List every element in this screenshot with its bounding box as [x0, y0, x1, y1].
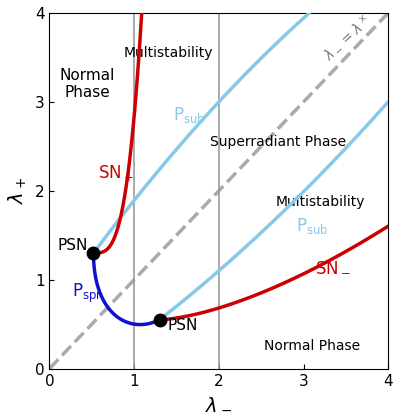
Text: Normal Phase: Normal Phase — [264, 339, 360, 353]
Text: $\lambda_- = \lambda^\times$: $\lambda_- = \lambda^\times$ — [322, 13, 374, 63]
Text: $\mathrm{P_{sub}}$: $\mathrm{P_{sub}}$ — [296, 216, 328, 236]
Text: Normal
Phase: Normal Phase — [60, 68, 115, 100]
Text: $\mathrm{SN}_-$: $\mathrm{SN}_-$ — [315, 257, 351, 276]
Text: $\mathrm{SN}_+$: $\mathrm{SN}_+$ — [98, 163, 134, 183]
Text: Multistability: Multistability — [123, 46, 213, 60]
X-axis label: $\lambda_-$: $\lambda_-$ — [205, 394, 232, 413]
Y-axis label: $\lambda_+$: $\lambda_+$ — [7, 177, 29, 204]
Text: PSN: PSN — [57, 239, 88, 253]
Text: Multistability: Multistability — [276, 195, 365, 209]
Text: PSN: PSN — [167, 318, 198, 333]
Text: $\mathrm{P_{spr}}$: $\mathrm{P_{spr}}$ — [72, 281, 103, 304]
Text: $\mathrm{P_{sub}}$: $\mathrm{P_{sub}}$ — [173, 105, 205, 125]
Text: Superradiant Phase: Superradiant Phase — [210, 135, 346, 149]
